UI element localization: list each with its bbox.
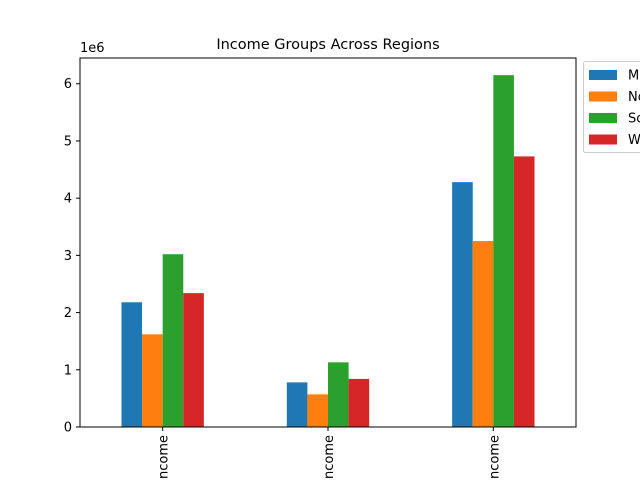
legend-label-so: So [628, 112, 640, 127]
y-tick-label-5: 5 [64, 134, 72, 149]
y-tick-label-3: 3 [64, 249, 72, 264]
plot-area: 0 1 2 3 4 5 6 ncome ncome ncome [64, 57, 577, 479]
bar-so-3 [493, 75, 514, 428]
bar-w-3 [513, 156, 535, 427]
x-tick-label-2: ncome [322, 435, 337, 479]
legend-label-w: W [628, 133, 640, 148]
chart-title: Income Groups Across Regions [216, 37, 439, 53]
y-tick-label-2: 2 [64, 306, 72, 321]
bar-w-1 [183, 293, 204, 427]
bar-no-3 [472, 241, 494, 427]
bar-m-3 [452, 182, 473, 427]
bar-so-2 [328, 362, 349, 427]
y-tick-label-6: 6 [64, 77, 72, 92]
legend: M No So W [583, 61, 640, 153]
legend-box [583, 61, 640, 153]
legend-label-m: M [628, 69, 639, 84]
legend-swatch-w [589, 134, 617, 145]
x-tick-label-3: ncome [487, 435, 502, 479]
y-tick-label-1: 1 [64, 363, 72, 378]
legend-swatch-so [589, 113, 617, 123]
bar-m-1 [121, 302, 143, 427]
bar-no-2 [307, 394, 328, 427]
bar-so-1 [162, 254, 184, 427]
legend-swatch-m [589, 70, 617, 80]
y-axis-offset-label: 1e6 [80, 41, 105, 56]
bar-no-1 [142, 334, 163, 427]
legend-label-no: No [628, 90, 640, 105]
legend-swatch-no [589, 91, 617, 102]
x-tick-label-1: ncome [157, 435, 172, 479]
y-tick-label-0: 0 [64, 421, 72, 436]
y-tick-label-4: 4 [64, 192, 72, 207]
bar-w-2 [348, 378, 370, 427]
bar-m-2 [286, 382, 308, 427]
